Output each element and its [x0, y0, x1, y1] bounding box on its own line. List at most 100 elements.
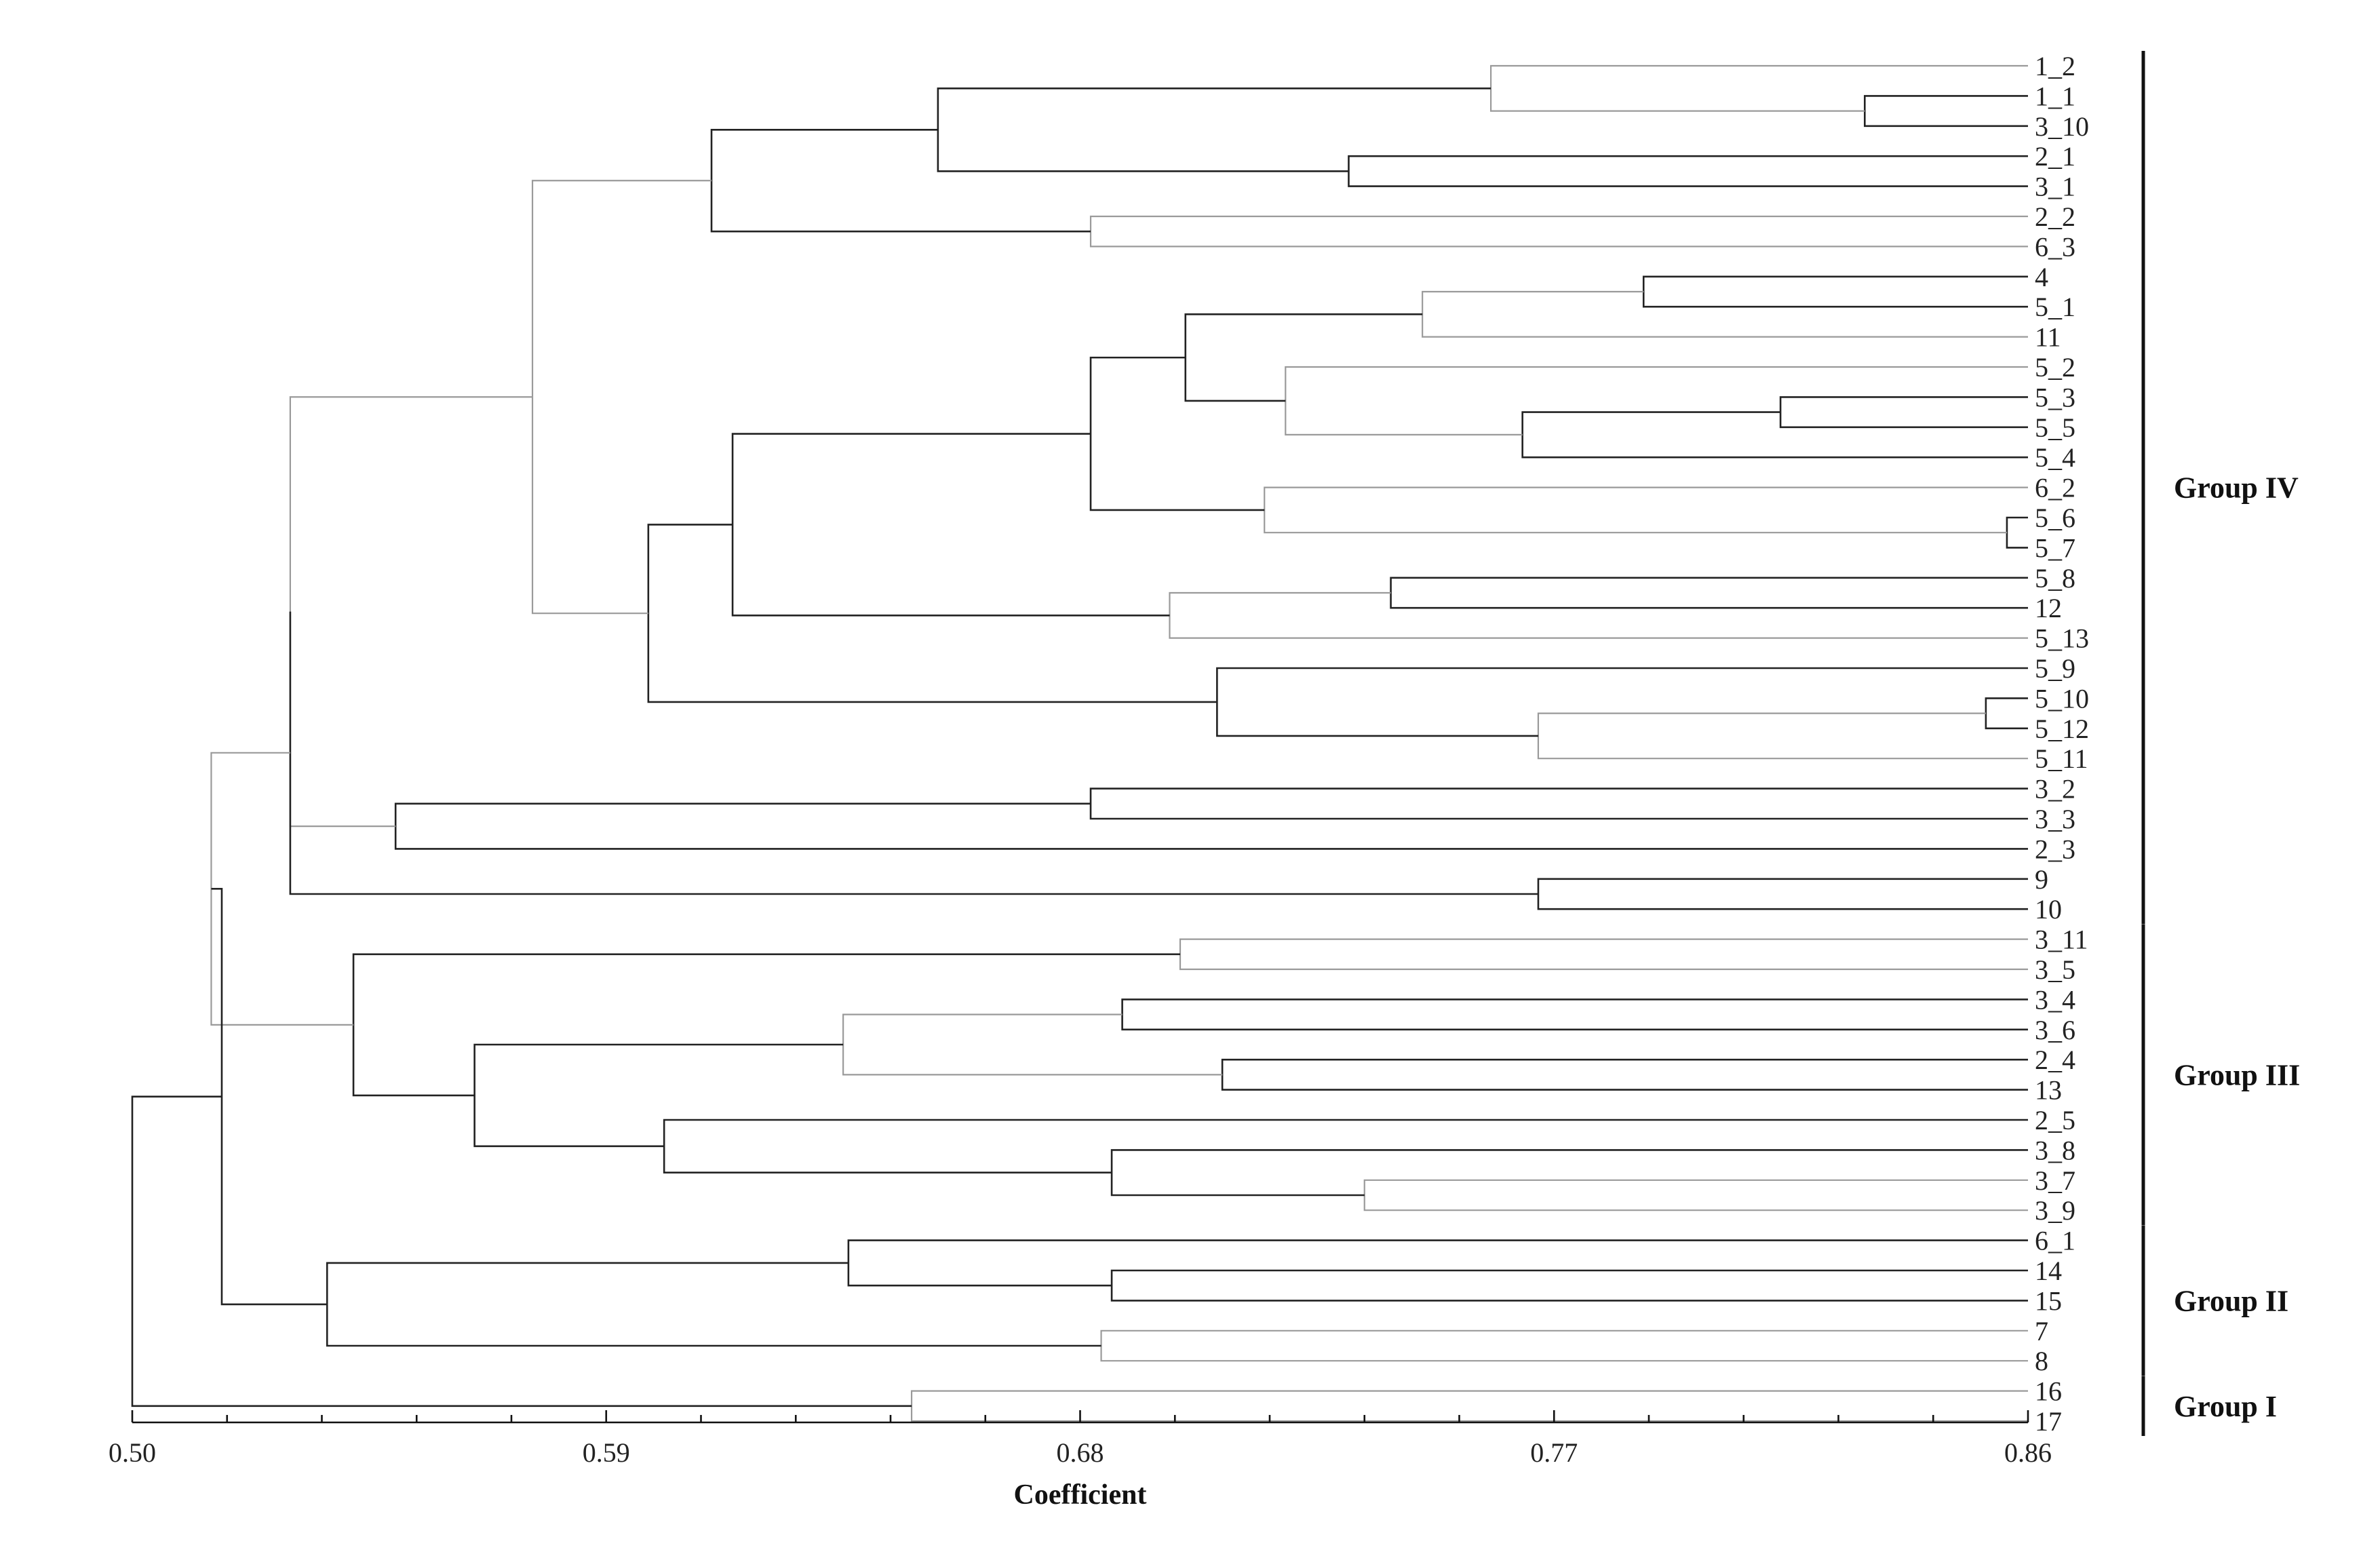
leaf-label: 5_12 [2035, 714, 2089, 744]
dendrogram-branches [131, 64, 2028, 1422]
dendrogram-branch [847, 1239, 2028, 1287]
dendrogram-branch [1642, 275, 2028, 308]
group-brackets: Group IV Group III Group II Group I [2141, 51, 2300, 1436]
leaf-label: 16 [2035, 1376, 2062, 1407]
dendrogram-branch [2006, 516, 2028, 549]
dendrogram-branch [289, 396, 533, 828]
leaf-label: 3_2 [2035, 774, 2075, 804]
dendrogram-branch [910, 1390, 2028, 1422]
dendrogram-branch [210, 752, 354, 1026]
leaf-label: 5_5 [2035, 412, 2075, 443]
leaf-label: 9 [2035, 864, 2048, 895]
leaf-label: 2_5 [2035, 1105, 2075, 1135]
leaf-label: 15 [2035, 1285, 2062, 1316]
dendrogram-branch [1179, 938, 2028, 971]
leaf-label: 2_4 [2035, 1045, 2075, 1075]
leaf-label: 3_5 [2035, 954, 2075, 985]
dendrogram-branch [1348, 155, 2028, 187]
dendrogram-branch [731, 433, 1170, 617]
leaf-label: 3_10 [2035, 111, 2089, 142]
x-tick-label: 0.59 [583, 1437, 630, 1468]
leaf-labels: 1_21_13_102_13_12_26_345_1115_25_35_55_4… [2035, 51, 2089, 1437]
dendrogram-branch [663, 1119, 2028, 1173]
dendrogram-branch [1521, 411, 2028, 459]
dendrogram-branch [211, 888, 328, 1306]
dendrogram-branch [1221, 1058, 2028, 1091]
leaf-label: 5_9 [2035, 653, 2075, 684]
leaf-label: 5_3 [2035, 382, 2075, 412]
group-label: Group II [2174, 1284, 2288, 1317]
dendrogram-branch [1216, 667, 2028, 737]
leaf-label: 5_7 [2035, 532, 2075, 563]
dendrogram-branch [1363, 1179, 2028, 1211]
leaf-label: 8 [2035, 1346, 2048, 1376]
dendrogram-branch [1864, 95, 2028, 128]
leaf-label: 11 [2035, 322, 2061, 353]
dendrogram-branch [1089, 356, 1265, 511]
dendrogram-branch [842, 1013, 1223, 1076]
dendrogram-branch [647, 524, 1217, 703]
leaf-label: 2_2 [2035, 201, 2075, 232]
leaf-label: 2_1 [2035, 141, 2075, 172]
leaf-label: 13 [2035, 1075, 2062, 1106]
dendrogram-branch [394, 802, 2028, 850]
dendrogram-branch [1169, 591, 2028, 639]
dendrogram-branch [1089, 215, 2028, 248]
dendrogram-branch [1110, 1149, 2028, 1197]
leaf-label: 5_2 [2035, 352, 2075, 383]
leaf-label: 5_8 [2035, 563, 2075, 594]
leaf-label: 1_2 [2035, 51, 2075, 81]
leaf-label: 3_11 [2035, 925, 2088, 955]
leaf-label: 12 [2035, 593, 2062, 623]
leaf-label: 5_11 [2035, 743, 2088, 774]
leaf-label: 6_3 [2035, 231, 2075, 262]
leaf-label: 3_4 [2035, 984, 2075, 1015]
leaf-label: 14 [2035, 1256, 2062, 1286]
leaf-label: 5_13 [2035, 623, 2089, 654]
leaf-label: 1_1 [2035, 81, 2075, 111]
x-tick-label: 0.50 [109, 1437, 156, 1468]
leaf-label: 5_1 [2035, 292, 2075, 322]
dendrogram-branch [1985, 697, 2028, 730]
group-label: Group III [2174, 1058, 2300, 1091]
leaf-label: 3_1 [2035, 172, 2075, 202]
group-label: Group I [2174, 1390, 2277, 1423]
x-axis-title: Coefficient [1014, 1479, 1147, 1511]
x-tick-label: 0.68 [1057, 1437, 1104, 1468]
dendrogram-branch [1121, 998, 2028, 1031]
x-axis: 0.50 0.59 0.68 0.77 0.86 [109, 1410, 2052, 1468]
dendrogram-branch [1537, 878, 2028, 910]
leaf-label: 5_4 [2035, 442, 2075, 473]
dendrogram-branch [131, 1095, 912, 1407]
leaf-label: 3_6 [2035, 1015, 2075, 1045]
dendrogram-branch [1285, 366, 2028, 435]
dendrogram-branch [1184, 313, 1423, 402]
dendrogram-branch [1422, 290, 2028, 338]
dendrogram-branch [1264, 486, 2028, 534]
dendrogram-branch [1100, 1329, 2028, 1362]
dendrogram-branch [473, 1043, 844, 1148]
dendrogram-branch [531, 180, 712, 615]
dendrogram-branch [937, 88, 1491, 172]
x-tick-label: 0.77 [1530, 1437, 1578, 1468]
x-tick-label: 0.86 [2004, 1437, 2052, 1468]
leaf-label: 6_1 [2035, 1226, 2075, 1256]
leaf-label: 3_9 [2035, 1195, 2075, 1226]
dendrogram-branch [1489, 64, 2028, 112]
leaf-label: 3_8 [2035, 1135, 2075, 1165]
dendrogram-branch [1779, 396, 2028, 429]
dendrogram-branch [326, 1262, 1101, 1347]
dendrogram-branch [289, 611, 1538, 895]
leaf-label: 4 [2035, 262, 2048, 292]
leaf-label: 5_6 [2035, 503, 2075, 533]
leaf-label: 3_7 [2035, 1165, 2075, 1196]
dendrogram-branch [1390, 577, 2028, 609]
leaf-label: 3_3 [2035, 804, 2075, 834]
leaf-label: 10 [2035, 894, 2062, 925]
leaf-label: 6_2 [2035, 473, 2075, 503]
leaf-label: 7 [2035, 1316, 2048, 1346]
dendrogram-branch [1089, 788, 2028, 820]
dendrogram-branch [1110, 1269, 2028, 1302]
leaf-label: 2_3 [2035, 834, 2075, 864]
